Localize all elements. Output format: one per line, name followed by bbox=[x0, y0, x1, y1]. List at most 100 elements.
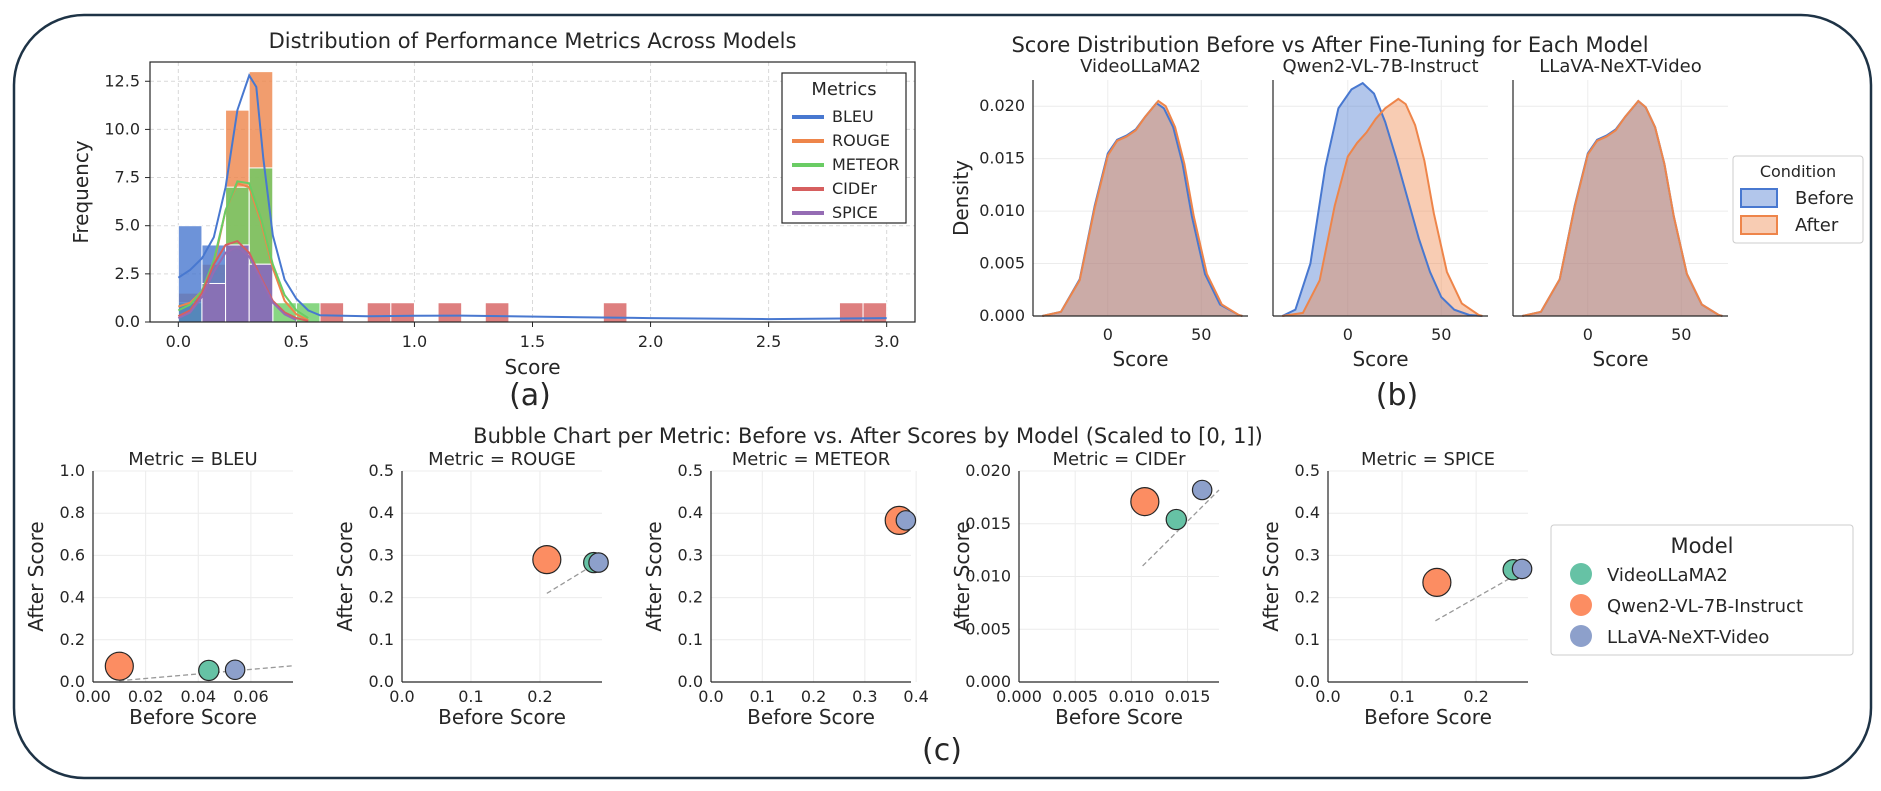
bubble-ylabel: After Score bbox=[24, 521, 48, 631]
bubble-legend-title: Model bbox=[1670, 534, 1733, 558]
density-facet-title: VideoLLaMA2 bbox=[1080, 56, 1201, 77]
panel-c-bubble: 0.00 0.02 0.04 0.06 0.0 0.2 0.4 0.6 0.8 1.0 Metric… bbox=[24, 424, 1854, 729]
bubble-legend-label: VideoLLaMA2 bbox=[1607, 565, 1728, 586]
density-xtick-label: 50 bbox=[1191, 325, 1211, 344]
bubble-ytick-label: 0.5 bbox=[1295, 461, 1320, 480]
hist-title: Distribution of Performance Metrics Acro… bbox=[269, 29, 797, 53]
bubble-point bbox=[588, 552, 609, 573]
bubble-trend-line bbox=[1142, 489, 1220, 567]
bubble-ytick-label: 0.020 bbox=[965, 461, 1011, 480]
bubble-xtick-label: 0.0 bbox=[698, 687, 723, 706]
hist-xtick-label: 3.0 bbox=[874, 332, 899, 351]
bubble-xlabel: Before Score bbox=[438, 705, 566, 729]
hist-bar-cider bbox=[437, 302, 463, 323]
bubble-xtick-label: 0.00 bbox=[75, 687, 111, 706]
hist-legend-label: METEOR bbox=[832, 155, 900, 174]
hist-bar-bleu bbox=[177, 225, 203, 323]
bubble-xtick-label: 0.06 bbox=[233, 687, 269, 706]
hist-legend-label: ROUGE bbox=[832, 131, 890, 150]
bubble-legend-swatch bbox=[1570, 563, 1592, 585]
density-ytick-label: 0.020 bbox=[979, 96, 1025, 115]
bubble-legend-swatch bbox=[1570, 625, 1592, 647]
density-ytick-label: 0.010 bbox=[979, 201, 1025, 220]
density-area-before bbox=[1282, 83, 1483, 316]
bubble-title: Bubble Chart per Metric: Before vs. Afte… bbox=[473, 424, 1263, 448]
bubble-xtick-label: 0.2 bbox=[1463, 687, 1488, 706]
density-ytick-label: 0.005 bbox=[979, 254, 1025, 273]
bubble-facet-title: Metric = ROUGE bbox=[428, 449, 576, 470]
bubble-ytick-label: 0.2 bbox=[678, 588, 703, 607]
bubble-legend-swatch bbox=[1570, 594, 1592, 616]
hist-legend-label: BLEU bbox=[832, 107, 874, 126]
density-area-after bbox=[1042, 101, 1243, 316]
density-legend-title: Condition bbox=[1760, 162, 1836, 181]
bubble-trend-line bbox=[119, 665, 294, 682]
bubble-facet-title: Metric = SPICE bbox=[1361, 449, 1495, 470]
density-line-after bbox=[1522, 99, 1723, 317]
bubble-xtick-label: 0.2 bbox=[801, 687, 826, 706]
bubble-legend-label: LLaVA-NeXT-Video bbox=[1607, 627, 1769, 648]
bubble-xtick-label: 0.2 bbox=[527, 687, 552, 706]
bubble-ytick-label: 0.5 bbox=[369, 461, 394, 480]
bubble-ytick-label: 0.6 bbox=[60, 545, 85, 564]
hist-xtick-label: 2.0 bbox=[638, 332, 663, 351]
hist-xlabel: Score bbox=[504, 355, 560, 379]
density-line-after bbox=[1282, 97, 1483, 317]
hist-legend-title: Metrics bbox=[811, 79, 876, 100]
hist-bar-cider bbox=[366, 302, 392, 323]
bubble-xlabel: Before Score bbox=[129, 705, 257, 729]
bubble-ytick-label: 0.4 bbox=[369, 503, 394, 522]
bubble-ylabel: After Score bbox=[333, 521, 357, 631]
bubble-xtick-label: 0.0 bbox=[389, 687, 414, 706]
bubble-point bbox=[104, 651, 134, 681]
hist-xtick-label: 1.0 bbox=[402, 332, 427, 351]
hist-xtick-label: 0.0 bbox=[166, 332, 191, 351]
hist-kde-bleu bbox=[177, 73, 887, 321]
hist-kde-spice bbox=[177, 245, 297, 321]
bubble-point bbox=[1511, 558, 1533, 580]
bubble-xtick-label: 0.000 bbox=[996, 687, 1042, 706]
density-legend-swatch bbox=[1740, 215, 1778, 235]
bubble-xtick-label: 0.015 bbox=[1165, 687, 1211, 706]
panel-a-histogram: 0.0 0.5 1.0 1.5 2.0 2.5 3.0 0.0 2.5 5.0 7.5 10.0 12.… bbox=[69, 29, 916, 379]
density-legend-swatch bbox=[1740, 188, 1778, 208]
bubble-ytick-label: 0.2 bbox=[60, 630, 85, 649]
bubble-xtick-label: 0.04 bbox=[180, 687, 216, 706]
density-area-before bbox=[1522, 101, 1723, 316]
bubble-ytick-label: 0.0 bbox=[1295, 672, 1320, 691]
density-facet-title: LLaVA-NeXT-Video bbox=[1539, 56, 1701, 77]
bubble-xlabel: Before Score bbox=[1055, 705, 1183, 729]
hist-xtick-label: 0.5 bbox=[284, 332, 309, 351]
hist-bar-cider bbox=[484, 302, 510, 323]
bubble-xtick-label: 0.1 bbox=[1389, 687, 1414, 706]
bubble-ytick-label: 0.3 bbox=[369, 545, 394, 564]
bubble-legend-label: Qwen2-VL-7B-Instruct bbox=[1607, 596, 1803, 617]
bubble-ylabel: After Score bbox=[950, 521, 974, 631]
bubble-ytick-label: 0.5 bbox=[678, 461, 703, 480]
bubble-ytick-label: 0.1 bbox=[678, 630, 703, 649]
density-xtick-label: 50 bbox=[1431, 325, 1451, 344]
density-legend-label: After bbox=[1795, 215, 1839, 236]
bubble-ytick-label: 0.1 bbox=[1295, 630, 1320, 649]
bubble-ytick-label: 0.4 bbox=[678, 503, 703, 522]
bubble-point bbox=[1130, 486, 1160, 517]
density-xtick-label: 50 bbox=[1671, 325, 1691, 344]
bubble-trend-line bbox=[546, 559, 603, 594]
bubble-point bbox=[1191, 479, 1213, 501]
bubble-point bbox=[532, 545, 562, 575]
bubble-xtick-label: 0.010 bbox=[1108, 687, 1154, 706]
hist-kde-cider bbox=[177, 239, 309, 322]
bubble-point bbox=[198, 659, 220, 682]
bubble-xtick-label: 0.3 bbox=[852, 687, 877, 706]
bubble-point bbox=[224, 659, 246, 681]
hist-bar-cider bbox=[602, 302, 628, 323]
density-xlabel: Score bbox=[1592, 347, 1648, 371]
panel-label-b: (b) bbox=[1376, 378, 1418, 413]
hist-ylabel: Frequency bbox=[69, 140, 93, 243]
bubble-ytick-label: 0.3 bbox=[1295, 545, 1320, 564]
hist-bar-cider bbox=[319, 302, 345, 323]
hist-ytick-label: 2.5 bbox=[115, 264, 140, 283]
density-line-before bbox=[1281, 81, 1483, 317]
density-xtick-label: 0 bbox=[1103, 325, 1113, 344]
